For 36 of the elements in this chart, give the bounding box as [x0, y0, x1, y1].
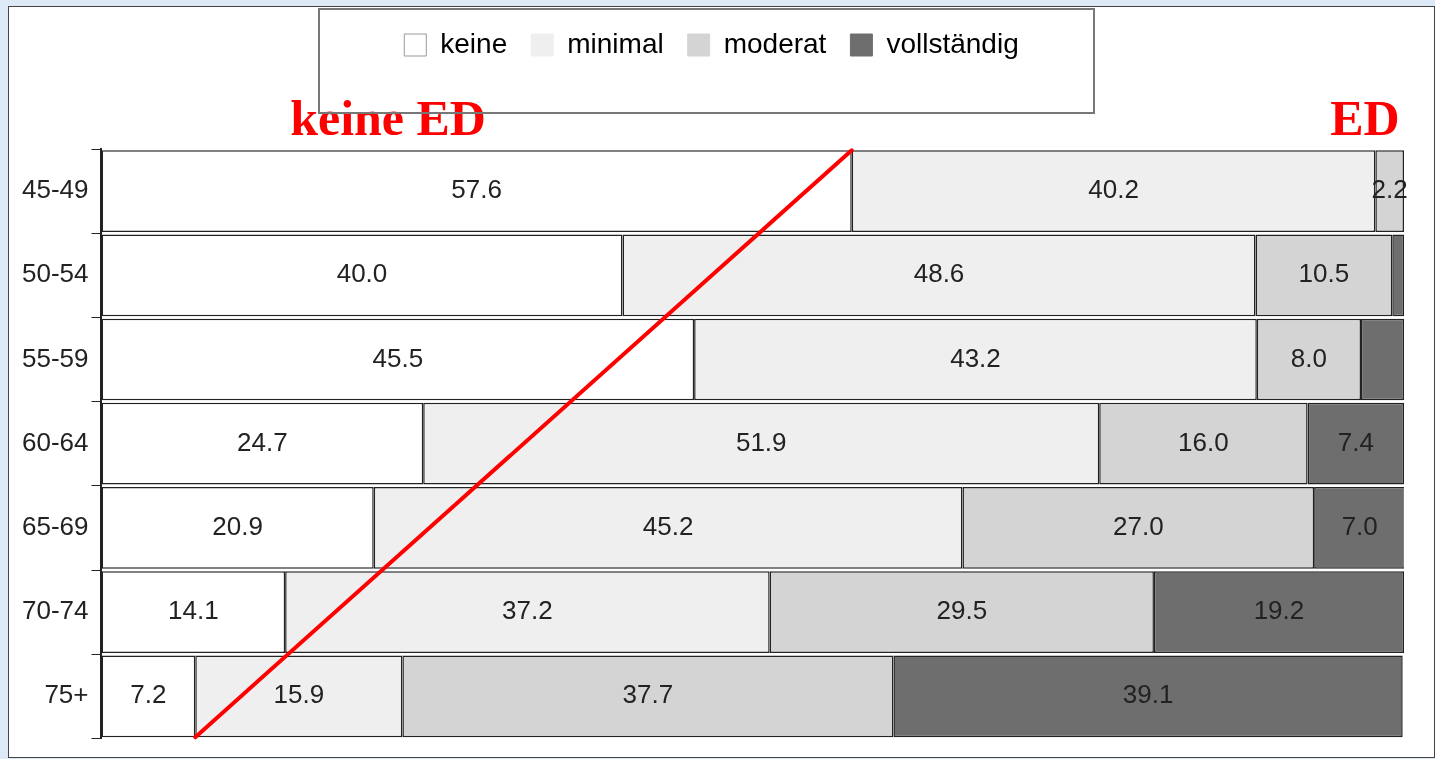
data-label: 7.0: [1341, 511, 1378, 542]
data-label: 8.0: [1290, 342, 1327, 373]
data-label: 51.9: [735, 426, 787, 457]
text: ED: [1330, 89, 1400, 146]
data-label: 40.0: [336, 258, 388, 289]
data-label: 10.5: [1298, 258, 1350, 289]
legend-label: minimal: [567, 27, 664, 59]
y-tick-label: 70-74: [22, 595, 89, 626]
y-tick-label: 50-54: [22, 258, 89, 289]
data-label: 45.2: [642, 511, 694, 542]
y-tick-label: 55-59: [22, 342, 89, 373]
legend-label: moderat: [723, 27, 827, 59]
data-label: 39.1: [1122, 679, 1174, 710]
y-tick-label: 45-49: [22, 174, 89, 205]
legend-label: vollständig: [886, 27, 1019, 59]
data-label: 7.2: [130, 679, 167, 710]
data-label: 43.2: [950, 342, 1001, 373]
data-label: 14.1: [168, 595, 219, 626]
data-label: 37.2: [502, 595, 553, 626]
data-label: 48.6: [913, 258, 965, 289]
data-label: 29.5: [936, 595, 988, 626]
data-label: 24.7: [237, 426, 288, 457]
data-label: 27.0: [1112, 511, 1164, 542]
data-label: 19.2: [1253, 595, 1305, 626]
data-label: 7.4: [1337, 426, 1374, 457]
data-label: 37.7: [622, 679, 674, 710]
data-label: 16.0: [1178, 426, 1229, 457]
y-tick-label: 60-64: [22, 426, 89, 457]
legend-label: keine: [440, 27, 508, 59]
y-tick-label: 65-69: [22, 511, 89, 542]
data-label: 45.5: [372, 342, 424, 373]
data-label: 15.9: [273, 679, 325, 710]
data-label: 57.6: [451, 174, 502, 205]
y-tick-label: 75+: [44, 679, 89, 710]
data-label: 40.2: [1088, 174, 1139, 205]
data-label: 20.9: [212, 511, 263, 542]
